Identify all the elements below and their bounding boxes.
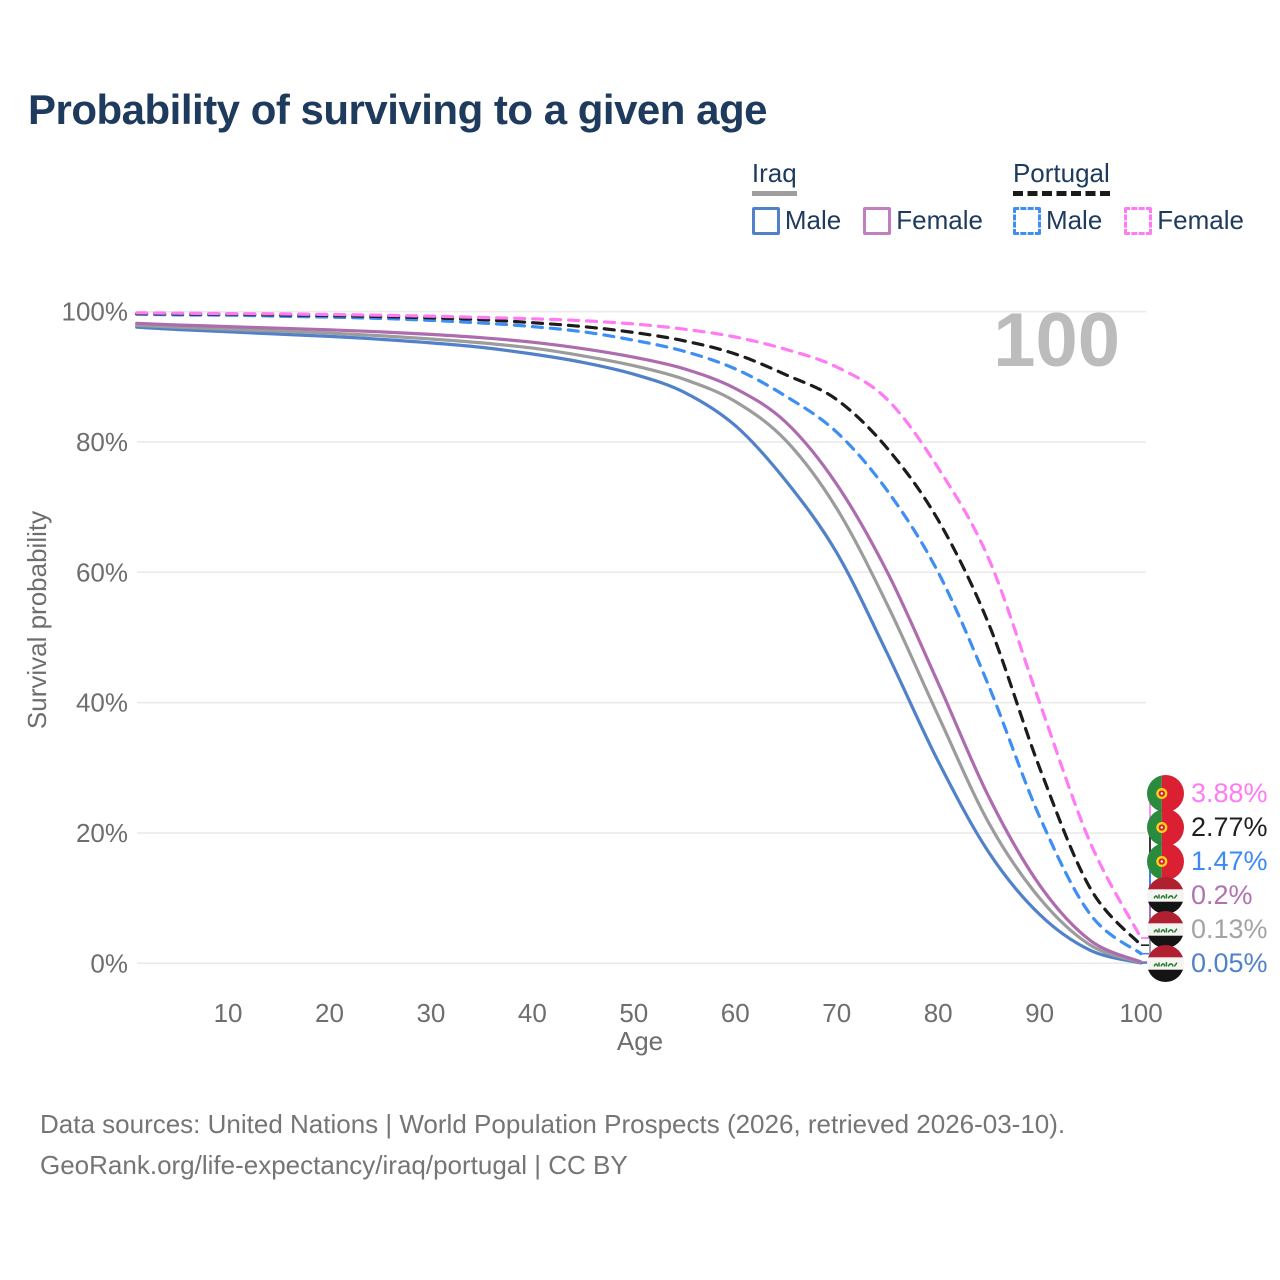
x-tick-label: 20 bbox=[315, 998, 344, 1028]
end-label-portugal-female: 3.88% bbox=[1147, 774, 1268, 812]
end-label-portugal-male: 1.47% bbox=[1147, 842, 1268, 880]
iraq-female-swatch-icon bbox=[863, 206, 892, 235]
series-line-iraq[interactable] bbox=[135, 323, 1143, 965]
y-tick-label: 80% bbox=[76, 427, 128, 457]
data-sources-line: Data sources: United Nations | World Pop… bbox=[40, 1109, 1066, 1139]
legend-item-iraq-female[interactable]: Female bbox=[863, 205, 983, 236]
portugal-flag-icon bbox=[1147, 843, 1184, 880]
age-watermark: 100 bbox=[993, 298, 1120, 383]
y-tick-label: 40% bbox=[76, 688, 128, 718]
y-tick-label: 100% bbox=[62, 297, 129, 327]
end-value: 0.13% bbox=[1191, 913, 1268, 944]
portugal-female-swatch-icon bbox=[1124, 206, 1153, 235]
page-title: Probability of surviving to a given age bbox=[28, 86, 767, 133]
legend-item-label: Male bbox=[1045, 205, 1103, 235]
x-tick-label: 30 bbox=[416, 998, 445, 1028]
legend-country-portugal: Portugal bbox=[1012, 158, 1110, 196]
iraq-flag-icon bbox=[1147, 911, 1184, 948]
series-line-portugal[interactable] bbox=[135, 312, 1143, 947]
legend-item-iraq-male[interactable]: Male bbox=[751, 205, 842, 236]
end-label-iraq-female: 0.2% bbox=[1147, 876, 1253, 914]
x-tick-label: 50 bbox=[619, 998, 648, 1028]
series-line-iraq-female[interactable] bbox=[135, 321, 1143, 964]
x-tick-label: 40 bbox=[518, 998, 547, 1028]
x-axis-title: Age bbox=[617, 1026, 663, 1056]
end-label-iraq-male: 0.05% bbox=[1147, 944, 1268, 982]
y-tick-label: 60% bbox=[76, 557, 128, 587]
attribution: Data sources: United Nations | World Pop… bbox=[40, 1104, 1065, 1186]
legend: Iraq Male Female Portugal Male bbox=[751, 158, 1244, 236]
legend-item-label: Female bbox=[1157, 205, 1244, 235]
legend-group-iraq: Iraq Male Female bbox=[751, 158, 983, 236]
series-line-iraq-male[interactable] bbox=[135, 325, 1143, 965]
portugal-flag-icon bbox=[1147, 775, 1184, 812]
end-value: 3.88% bbox=[1191, 777, 1268, 808]
portugal-flag-icon bbox=[1147, 809, 1184, 846]
iraq-male-swatch-icon bbox=[751, 206, 780, 235]
x-tick-label: 80 bbox=[924, 998, 953, 1028]
legend-group-portugal: Portugal Male Female bbox=[1012, 158, 1244, 236]
iraq-flag-icon bbox=[1147, 945, 1184, 982]
x-tick-label: 90 bbox=[1025, 998, 1054, 1028]
legend-item-portugal-female[interactable]: Female bbox=[1124, 205, 1244, 236]
source-url-line: GeoRank.org/life-expectancy/iraq/portuga… bbox=[40, 1150, 628, 1180]
portugal-male-swatch-icon bbox=[1012, 206, 1041, 235]
legend-item-label: Male bbox=[784, 205, 842, 235]
iraq-flag-icon bbox=[1147, 877, 1184, 914]
x-tick-label: 100 bbox=[1119, 998, 1162, 1028]
series-line-portugal-female[interactable] bbox=[135, 311, 1143, 940]
end-value: 0.05% bbox=[1191, 947, 1268, 978]
x-tick-label: 10 bbox=[214, 998, 243, 1028]
end-label-portugal-total: 2.77% bbox=[1147, 808, 1268, 846]
series-line-portugal-male[interactable] bbox=[135, 312, 1143, 956]
end-label-iraq-total: 0.13% bbox=[1147, 910, 1268, 948]
legend-item-portugal-male[interactable]: Male bbox=[1012, 205, 1103, 236]
y-tick-label: 0% bbox=[90, 948, 128, 978]
legend-item-label: Female bbox=[896, 205, 983, 235]
x-tick-label: 70 bbox=[822, 998, 851, 1028]
legend-country-iraq: Iraq bbox=[751, 158, 797, 196]
y-axis-title: Survival probability bbox=[22, 511, 52, 729]
end-value: 0.2% bbox=[1191, 879, 1253, 910]
x-tick-label: 60 bbox=[721, 998, 750, 1028]
end-value: 1.47% bbox=[1191, 845, 1268, 876]
y-tick-label: 20% bbox=[76, 818, 128, 848]
end-value: 2.77% bbox=[1191, 811, 1268, 842]
